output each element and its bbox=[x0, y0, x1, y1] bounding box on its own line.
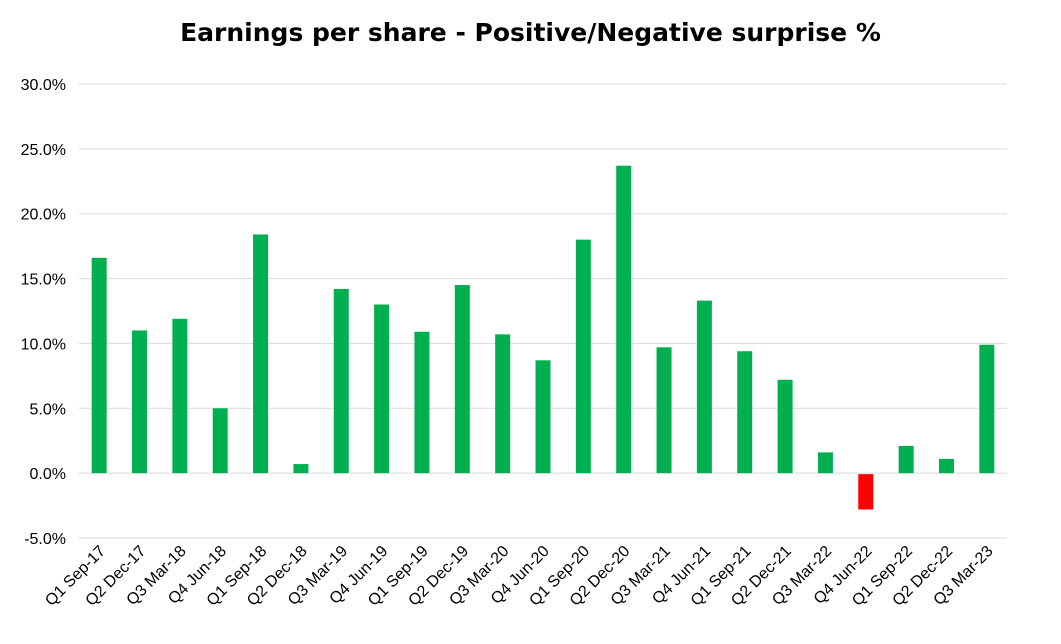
bar-q1-sep-18 bbox=[253, 234, 269, 474]
bar-q1-sep-22 bbox=[898, 445, 914, 474]
bar-q4-jun-22 bbox=[858, 474, 874, 510]
bar-q2-dec-22 bbox=[938, 458, 954, 474]
y-axis-ticks: 30.0% 25.0% 20.0% 15.0% 10.0% 5.0% 0.0% -5.0% bbox=[21, 77, 66, 548]
bar-q4-jun-18 bbox=[212, 408, 228, 474]
bar-q3-mar-20 bbox=[495, 334, 511, 474]
bar-q2-dec-18 bbox=[293, 464, 309, 474]
bar-q4-jun-21 bbox=[696, 300, 712, 474]
y-tick-label: 0.0% bbox=[30, 466, 66, 483]
bar-q4-jun-20 bbox=[535, 360, 551, 474]
bar-q2-dec-20 bbox=[616, 165, 632, 474]
bars bbox=[91, 165, 995, 510]
y-tick-label: 15.0% bbox=[21, 272, 66, 289]
y-tick-label: 10.0% bbox=[21, 336, 66, 353]
y-tick-label: 25.0% bbox=[21, 142, 66, 159]
y-tick-label: -5.0% bbox=[24, 531, 66, 548]
y-tick-label: 5.0% bbox=[30, 401, 66, 418]
bar-q1-sep-19 bbox=[414, 331, 430, 474]
bar-q1-sep-21 bbox=[737, 351, 753, 474]
chart-title: Earnings per share - Positive/Negative s… bbox=[180, 18, 881, 47]
bar-q2-dec-17 bbox=[132, 330, 148, 474]
bar-q2-dec-21 bbox=[777, 379, 793, 474]
y-tick-label: 30.0% bbox=[21, 77, 66, 94]
y-tick-label: 20.0% bbox=[21, 207, 66, 224]
bar-q1-sep-20 bbox=[575, 239, 591, 474]
bar-q3-mar-23 bbox=[979, 344, 995, 474]
bar-q3-mar-19 bbox=[333, 288, 349, 474]
bar-q2-dec-19 bbox=[454, 285, 470, 474]
bar-q3-mar-21 bbox=[656, 347, 672, 474]
bar-q4-jun-19 bbox=[374, 304, 390, 474]
bar-q1-sep-17 bbox=[91, 257, 107, 474]
bar-q3-mar-22 bbox=[817, 452, 833, 474]
bar-q3-mar-18 bbox=[172, 318, 188, 474]
